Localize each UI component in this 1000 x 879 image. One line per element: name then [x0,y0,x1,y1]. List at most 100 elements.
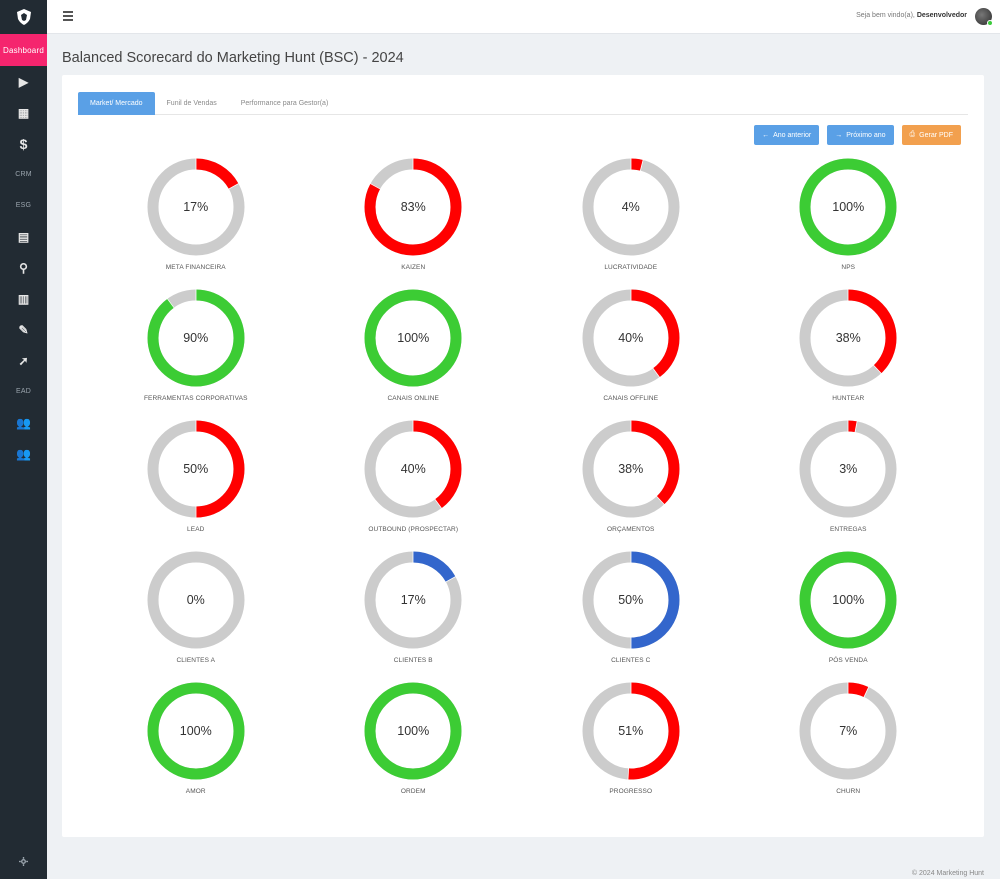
metric-label: FERRAMENTAS CORPORATIVAS [143,395,248,402]
user-name[interactable]: Desenvolvedor [916,12,967,19]
donut-separator [434,498,443,509]
pencil-icon: ✎ [18,322,29,337]
users-icon: 👥 [16,415,31,430]
donut-separator [227,183,239,190]
sidebar-item-crm[interactable]: CRM [15,171,32,178]
tab-sales-funnel[interactable]: Funil de Vendas [166,100,217,107]
metric-label: KAIZEN [401,264,426,271]
donut-percent: 40% [400,462,426,476]
footer-copyright: © 2024 Marketing Hunt [911,870,984,877]
donut-separator [166,298,175,309]
sidebar-item-clipboard-icon[interactable]: ▥ [0,283,47,314]
brand-logo[interactable] [0,0,47,34]
generate-pdf-button[interactable]: ⎙ Gerar PDF [901,125,961,145]
metric-card: 100% CANAIS ONLINE [305,288,523,419]
donut-chart: 50% [581,550,681,650]
donut-chart: 38% [798,288,898,388]
metric-card: 40% OUTBOUND (PROSPECTAR) [305,419,523,550]
sidebar-item-users-icon[interactable]: 👥 [0,438,47,469]
metric-label: CANAIS OFFLINE [603,395,659,402]
donut-percent: 50% [183,462,209,476]
metric-card: 38% ORÇAMENTOS [522,419,740,550]
metric-card: 38% HUNTEAR [740,288,958,419]
donut-separator [639,159,644,172]
settings-icon[interactable] [0,849,47,873]
metric-label: CLIENTES A [176,657,216,664]
metric-label: CLIENTES B [393,657,433,664]
metric-card: 100% ORDEM [305,681,523,812]
metric-label: META FINANCEIRA [165,264,226,271]
metric-label: NPS [841,264,856,271]
donut-percent: 3% [839,462,858,476]
metric-label: ORÇAMENTOS [607,526,655,533]
menu-toggle-icon[interactable] [63,11,73,21]
tab-market[interactable]: Market/ Mercado [78,92,155,115]
donut-value-arc [364,289,462,387]
action-buttons: ← Ano anterior → Próximo ano ⎙ Gerar PDF [754,125,961,145]
greeting-text: Seja bem vindo(a), [856,12,915,19]
sidebar-item-play-icon[interactable]: ▶ [0,66,47,97]
donut-value-arc [147,682,245,780]
search-icon: ⚲ [19,260,28,275]
clipboard-icon: ▥ [17,291,30,306]
metric-label: LUCRATIVIDADE [604,264,658,271]
sidebar-item-building-icon[interactable]: ▤ [0,221,47,252]
donut-chart: 51% [581,681,681,781]
next-year-button[interactable]: → Próximo ano [827,125,894,145]
dollar-icon: $ [19,135,28,152]
metric-card: 100% NPS [740,157,958,288]
metric-card: 3% ENTREGAS [740,419,958,550]
sidebar-item-esg[interactable]: ESG [15,202,32,209]
sidebar-item-dashboard[interactable]: Dashboard [0,34,47,66]
metric-card: 100% AMOR [87,681,305,812]
metric-label: ENTREGAS [829,526,867,533]
metric-label: CHURN [836,788,861,795]
metric-card: 7% CHURN [740,681,958,812]
metric-label: PÓS VENDA [828,657,868,664]
donut-chart: 3% [798,419,898,519]
sidebar: Dashboard ▶ ▦ $ CRM ESG ▤ ⚲ ▥ ✎ ➚ EAD 👥 👥 [0,0,47,879]
metric-card: 90% FERRAMENTAS CORPORATIVAS [87,288,305,419]
donut-percent: 50% [618,593,644,607]
donut-separator [445,576,457,583]
metric-card: 50% CLIENTES C [522,550,740,681]
metric-card: 100% PÓS VENDA [740,550,958,681]
donut-percent: 38% [618,462,644,476]
donut-grid: 17% META FINANCEIRA 83% KAIZEN 4% LUCRATIVIDA… [87,157,957,812]
donut-separator [652,367,660,378]
donut-chart: 83% [363,157,463,257]
donut-value-arc [799,551,897,649]
donut-separator [863,686,870,698]
online-status-dot [987,20,993,26]
previous-year-button[interactable]: ← Ano anterior [754,125,820,145]
metric-card: 17% CLIENTES B [305,550,523,681]
donut-percent: 100% [832,200,865,214]
metric-label: CLIENTES C [611,657,651,664]
donut-chart: 100% [798,157,898,257]
sidebar-item-calendar-icon[interactable]: ▦ [0,97,47,128]
users-icon: 👥 [16,446,31,461]
donut-percent: 100% [397,724,430,738]
donut-chart: 4% [581,157,681,257]
donut-percent: 0% [186,593,205,607]
tab-manager-performance[interactable]: Performance para Gestor(a) [240,100,329,107]
donut-percent: 40% [618,331,644,345]
donut-chart: 17% [363,550,463,650]
sidebar-item-dollar-icon[interactable]: $ [0,128,47,159]
donut-chart: 100% [363,288,463,388]
donut-percent: 17% [400,593,426,607]
donut-separator [370,183,382,190]
donut-chart: 50% [146,419,246,519]
play-icon: ▶ [18,74,29,89]
sidebar-item-pencil-icon[interactable]: ✎ [0,314,47,345]
sidebar-item-ead[interactable]: EAD [16,388,31,395]
metric-card: 17% META FINANCEIRA [87,157,305,288]
previous-year-label: Ano anterior [773,131,812,139]
page-title: Balanced Scorecard do Marketing Hunt (BS… [62,50,404,66]
sidebar-item-search-icon[interactable]: ⚲ [0,252,47,283]
metric-label: CANAIS ONLINE [387,395,439,402]
sidebar-item-rocket-icon[interactable]: ➚ [0,345,47,376]
donut-chart: 17% [146,157,246,257]
topbar: Seja bem vindo(a), Desenvolvedor [47,0,1000,34]
sidebar-item-users-icon[interactable]: 👥 [0,407,47,438]
